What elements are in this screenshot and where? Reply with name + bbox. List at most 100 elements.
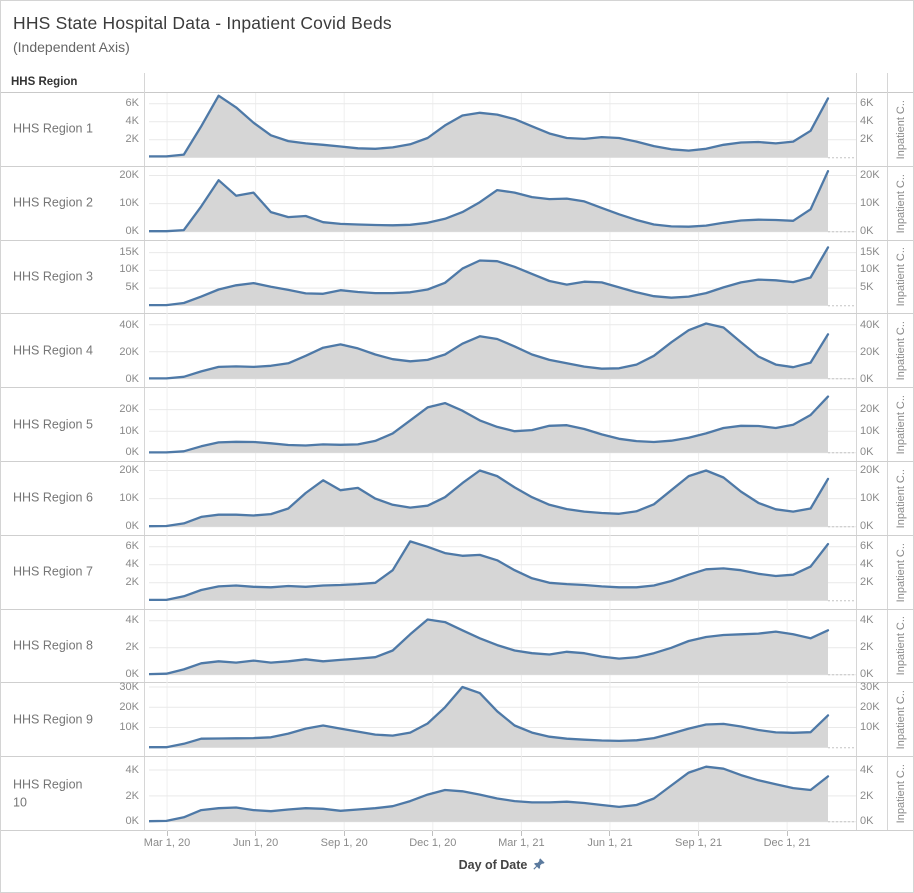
y-tick-right-20K: 20K <box>860 463 880 476</box>
region-label-2[interactable]: HHS Region 2 <box>13 195 93 210</box>
y-tick-left-0K: 0K <box>125 446 139 459</box>
y-tick-right-2K: 2K <box>860 133 874 146</box>
x-tick-mark <box>343 831 345 836</box>
x-tick-mark <box>255 831 257 836</box>
y-tick-left-10K: 10K <box>119 424 139 437</box>
page-subtitle: (Independent Axis) <box>13 39 130 55</box>
right-axis-field-label: Inpatient C.. <box>889 683 913 756</box>
region-label-6[interactable]: HHS Region 6 <box>13 491 93 506</box>
chart-row-region-8: HHS Region 8 4K 4K 2K 2K 0K 0K Inpatient C.. <box>1 609 913 684</box>
y-tick-right-20K: 20K <box>860 701 880 714</box>
y-tick-left-4K: 4K <box>125 558 139 571</box>
x-tick-mark <box>786 831 788 836</box>
chart-row-region-1: HHS Region 1 6K 6K 4K 4K 2K 2K Inpatient C.. <box>1 93 913 167</box>
region-label-10[interactable]: HHS Region 10 <box>13 776 83 810</box>
chart-pane-region-10[interactable] <box>149 757 856 831</box>
y-tick-right-10K: 10K <box>860 196 880 209</box>
chart-pane-region-1[interactable] <box>149 93 856 167</box>
chart-row-region-5: HHS Region 5 20K 20K 10K 10K 0K 0K Inpatient C.… <box>1 388 913 462</box>
right-axis-field-label: Inpatient C.. <box>889 462 913 535</box>
y-tick-left-20K: 20K <box>119 168 139 181</box>
chart-row-region-9: HHS Region 9 30K 30K 20K 20K 10K 10K Inpatient … <box>1 680 913 758</box>
y-tick-left-20K: 20K <box>119 403 139 416</box>
y-tick-right-10K: 10K <box>860 721 880 734</box>
y-tick-left-0K: 0K <box>125 667 139 680</box>
chart-pane-region-8[interactable] <box>149 609 856 684</box>
chart-pane-region-3[interactable] <box>149 240 856 315</box>
chart-row-region-3: HHS Region 3 15K 15K 10K 10K 5K 5K Inpatient C.… <box>1 240 913 315</box>
right-axis-field-label: Inpatient C.. <box>889 167 913 240</box>
right-axis-field-label: Inpatient C.. <box>889 314 913 387</box>
region-label-5[interactable]: HHS Region 5 <box>13 417 93 432</box>
y-tick-left-20K: 20K <box>119 701 139 714</box>
x-tick-mark <box>432 831 434 836</box>
y-tick-left-10K: 10K <box>119 196 139 209</box>
y-tick-right-6K: 6K <box>860 97 874 110</box>
y-tick-left-10K: 10K <box>119 492 139 505</box>
rightaxis-label-divider <box>887 73 888 831</box>
chart-pane-region-6[interactable] <box>149 462 856 536</box>
pin-icon[interactable] <box>532 857 546 871</box>
right-axis-field-label-text: Inpatient C.. <box>895 616 907 676</box>
y-tick-left-2K: 2K <box>125 133 139 146</box>
region-label-1[interactable]: HHS Region 1 <box>13 122 93 137</box>
x-tick-label: Dec 1, 20 <box>409 837 457 849</box>
chart-pane-region-2[interactable] <box>149 166 856 241</box>
y-tick-right-4K: 4K <box>860 763 874 776</box>
y-tick-right-30K: 30K <box>860 680 880 693</box>
right-axis-field-label: Inpatient C.. <box>889 388 913 461</box>
region-label-7[interactable]: HHS Region 7 <box>13 564 93 579</box>
x-tick-label: Sep 1, 20 <box>320 837 368 849</box>
region-label-9[interactable]: HHS Region 9 <box>13 712 93 727</box>
y-tick-left-4K: 4K <box>125 613 139 626</box>
right-axis-field-label-text: Inpatient C.. <box>895 173 907 233</box>
y-tick-left-6K: 6K <box>125 97 139 110</box>
y-tick-left-5K: 5K <box>125 281 139 294</box>
y-tick-right-4K: 4K <box>860 558 874 571</box>
right-axis-field-label: Inpatient C.. <box>889 757 913 830</box>
y-tick-right-0K: 0K <box>860 815 874 828</box>
region-label-4[interactable]: HHS Region 4 <box>13 343 93 358</box>
right-axis-field-label-text: Inpatient C.. <box>895 690 907 750</box>
chart-pane-region-4[interactable] <box>149 314 856 389</box>
chart-row-region-4: HHS Region 4 40K 40K 20K 20K 0K 0K Inpatient C.… <box>1 314 913 389</box>
y-tick-left-2K: 2K <box>125 576 139 589</box>
region-label-8[interactable]: HHS Region 8 <box>13 638 93 653</box>
right-axis-field-label: Inpatient C.. <box>889 93 913 166</box>
x-tick-label: Jun 1, 20 <box>232 837 279 849</box>
right-axis-field-label-text: Inpatient C.. <box>895 99 907 160</box>
chart-pane-region-7[interactable] <box>149 535 856 610</box>
x-tick-mark <box>166 831 168 836</box>
chart-pane-region-9[interactable] <box>149 683 856 758</box>
y-tick-left-20K: 20K <box>119 345 139 358</box>
chart-rightaxis-divider <box>856 73 857 831</box>
chart-row-region-7: HHS Region 7 6K 6K 4K 4K 2K 2K Inpatient C.. <box>1 535 913 610</box>
right-axis-field-label-text: Inpatient C.. <box>895 247 907 307</box>
y-tick-left-2K: 2K <box>125 789 139 802</box>
right-axis-field-label-text: Inpatient C.. <box>895 763 907 824</box>
y-tick-right-10K: 10K <box>860 492 880 505</box>
x-tick-label: Mar 1, 21 <box>498 837 545 849</box>
right-axis-field-label-text: Inpatient C.. <box>895 321 907 381</box>
right-axis-field-label: Inpatient C.. <box>889 536 913 609</box>
y-tick-right-40K: 40K <box>860 318 880 331</box>
x-axis-title: Day of Date <box>149 857 856 872</box>
y-tick-right-2K: 2K <box>860 789 874 802</box>
x-tick-label: Sep 1, 21 <box>675 837 723 849</box>
y-tick-right-20K: 20K <box>860 345 880 358</box>
right-axis-field-label: Inpatient C.. <box>889 610 913 683</box>
y-tick-left-40K: 40K <box>119 318 139 331</box>
y-tick-right-0K: 0K <box>860 446 874 459</box>
y-tick-left-15K: 15K <box>119 245 139 258</box>
x-tick-mark <box>609 831 611 836</box>
y-tick-right-0K: 0K <box>860 667 874 680</box>
chart-pane-region-5[interactable] <box>149 388 856 462</box>
chart-row-region-6: HHS Region 6 20K 20K 10K 10K 0K 0K Inpatient C.… <box>1 462 913 536</box>
y-tick-left-0K: 0K <box>125 225 139 238</box>
y-tick-left-10K: 10K <box>119 263 139 276</box>
x-tick-label: Dec 1, 21 <box>763 837 811 849</box>
y-tick-right-4K: 4K <box>860 613 874 626</box>
region-label-3[interactable]: HHS Region 3 <box>13 269 93 284</box>
y-tick-left-0K: 0K <box>125 815 139 828</box>
